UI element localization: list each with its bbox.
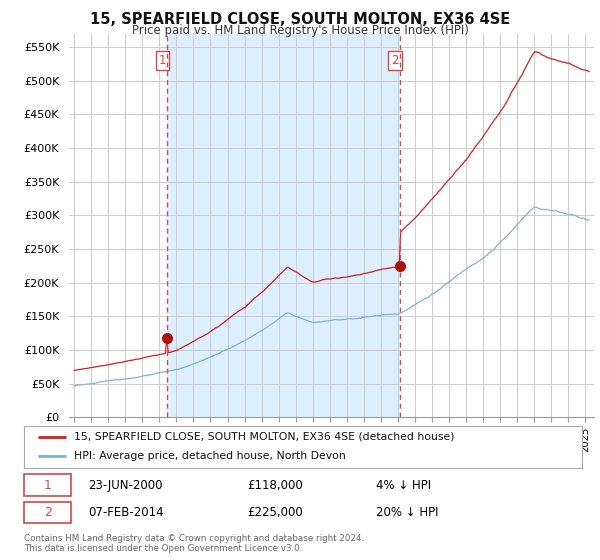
Text: 1: 1 bbox=[44, 479, 52, 492]
Text: 1: 1 bbox=[158, 54, 166, 67]
Text: £118,000: £118,000 bbox=[247, 479, 303, 492]
Text: 23-JUN-2000: 23-JUN-2000 bbox=[88, 479, 163, 492]
Text: 07-FEB-2014: 07-FEB-2014 bbox=[88, 506, 164, 519]
Text: 15, SPEARFIELD CLOSE, SOUTH MOLTON, EX36 4SE (detached house): 15, SPEARFIELD CLOSE, SOUTH MOLTON, EX36… bbox=[74, 432, 455, 442]
Text: £225,000: £225,000 bbox=[247, 506, 303, 519]
Text: 2: 2 bbox=[44, 506, 52, 519]
Text: 2: 2 bbox=[391, 54, 398, 67]
FancyBboxPatch shape bbox=[24, 502, 71, 524]
Text: HPI: Average price, detached house, North Devon: HPI: Average price, detached house, Nort… bbox=[74, 451, 346, 461]
Text: 15, SPEARFIELD CLOSE, SOUTH MOLTON, EX36 4SE: 15, SPEARFIELD CLOSE, SOUTH MOLTON, EX36… bbox=[90, 12, 510, 27]
Text: Contains HM Land Registry data © Crown copyright and database right 2024.
This d: Contains HM Land Registry data © Crown c… bbox=[24, 534, 364, 553]
Bar bbox=[167, 34, 400, 417]
Text: 20% ↓ HPI: 20% ↓ HPI bbox=[376, 506, 438, 519]
Text: 4% ↓ HPI: 4% ↓ HPI bbox=[376, 479, 431, 492]
FancyBboxPatch shape bbox=[24, 474, 71, 496]
Text: Price paid vs. HM Land Registry's House Price Index (HPI): Price paid vs. HM Land Registry's House … bbox=[131, 24, 469, 37]
